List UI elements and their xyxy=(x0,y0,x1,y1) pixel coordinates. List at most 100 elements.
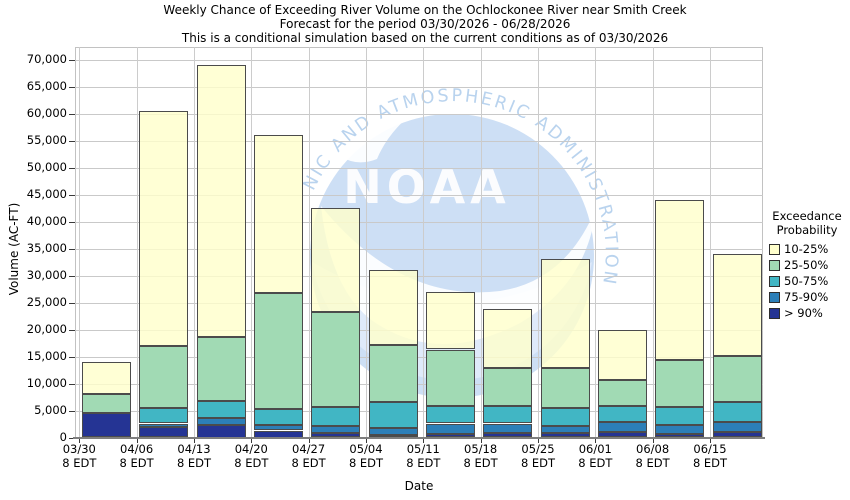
bar-segment-1025 xyxy=(253,135,303,294)
bar-segment-7590 xyxy=(368,428,418,435)
legend-swatch xyxy=(769,307,780,319)
bar-segment-7590 xyxy=(597,422,647,432)
x-axis-tick-label: 05/25 8 EDT xyxy=(509,442,567,470)
y-axis-tick-label: 60,000 xyxy=(26,106,67,120)
y-axis-tick-label: 0 xyxy=(59,430,67,444)
legend-swatch xyxy=(769,275,780,287)
x-axis-tick-label: 05/18 8 EDT xyxy=(452,442,510,470)
x-axis-tick-label: 06/15 8 EDT xyxy=(681,442,739,470)
x-tick-time: 8 EDT xyxy=(348,455,384,470)
x-tick-date: 05/18 xyxy=(464,442,498,456)
bar-segment-1025 xyxy=(81,361,131,395)
bar-segment-5075 xyxy=(139,407,189,424)
x-axis-tick-label: 06/01 8 EDT xyxy=(566,442,624,470)
x-tick-time: 8 EDT xyxy=(291,455,326,470)
x-tick-time: 8 EDT xyxy=(119,455,154,470)
legend: Exceedance Probability 10-25% 25-50% 50-75… xyxy=(764,209,850,321)
bar-segment-7590 xyxy=(253,424,303,431)
x-tick-time: 8 EDT xyxy=(463,455,498,470)
x-tick-time: 8 EDT xyxy=(520,455,556,470)
bar-segment-5075 xyxy=(196,401,246,418)
x-tick-date: 06/01 xyxy=(578,442,612,456)
x-axis-tick-label: 04/06 8 EDT xyxy=(108,442,166,470)
bar-segment-90 xyxy=(196,424,246,438)
gridline-vertical xyxy=(251,47,253,438)
chart-subtitle-period: Forecast for the period 03/30/2026 - 06/… xyxy=(279,17,571,31)
gridline-vertical xyxy=(423,47,425,438)
y-axis-tick xyxy=(69,356,75,358)
x-axis-tick xyxy=(595,439,597,443)
y-axis-tick-label: 35,000 xyxy=(26,241,67,255)
x-axis-tick xyxy=(79,439,81,443)
bar-segment-2550 xyxy=(540,368,590,408)
y-axis-tick xyxy=(69,86,75,88)
bar-segment-1025 xyxy=(655,199,705,360)
y-axis-tick-label: 25,000 xyxy=(26,295,67,309)
legend-title-line2: Probability xyxy=(776,222,838,237)
x-tick-time: 8 EDT xyxy=(234,455,269,470)
x-axis-tick-label: 05/04 8 EDT xyxy=(337,442,395,470)
legend-swatch xyxy=(769,243,780,255)
bar-segment-2550 xyxy=(196,337,246,402)
y-axis-tick xyxy=(69,59,75,61)
bar-segment-5075 xyxy=(597,405,647,423)
chart-title-block: Weekly Chance of Exceeding River Volume … xyxy=(0,3,850,45)
x-tick-time: 8 EDT xyxy=(62,455,97,470)
y-axis-tick-label: 70,000 xyxy=(26,52,67,66)
gridline-vertical xyxy=(480,47,482,438)
legend-entry-label: 10-25% xyxy=(784,242,829,256)
bar-segment-90 xyxy=(712,432,762,438)
y-axis-tick-label: 15,000 xyxy=(26,349,67,363)
bar-segment-7590 xyxy=(139,423,189,427)
y-axis-tick-label: 50,000 xyxy=(26,160,67,174)
bar-segment-2550 xyxy=(483,367,533,407)
legend-swatch xyxy=(769,259,780,271)
x-tick-time: 8 EDT xyxy=(578,455,613,470)
y-axis-tick-label: 10,000 xyxy=(26,376,67,390)
bar-segment-90 xyxy=(311,432,361,438)
x-axis-tick xyxy=(136,439,138,443)
bar-segment-90 xyxy=(425,434,475,438)
gridline-vertical xyxy=(595,47,597,438)
gridline-vertical xyxy=(652,47,654,438)
bar-segment-2550 xyxy=(712,356,762,403)
x-tick-date: 03/30 xyxy=(62,442,96,456)
y-axis-tick xyxy=(69,140,75,142)
gridline-vertical xyxy=(366,47,367,438)
bar-segment-1025 xyxy=(540,259,590,369)
x-tick-date: 04/20 xyxy=(234,442,268,456)
bar-segment-5075 xyxy=(540,407,590,426)
bar-segment-1025 xyxy=(139,110,189,346)
bar-segment-7590 xyxy=(196,418,246,425)
x-axis-tick-label: 05/11 8 EDT xyxy=(394,442,452,470)
bar-segment-7590 xyxy=(540,425,590,434)
bar-segment-5075 xyxy=(311,407,361,427)
legend-entry-label: 25-50% xyxy=(784,258,829,272)
x-tick-time: 8 EDT xyxy=(176,455,212,470)
y-axis-tick-label: 65,000 xyxy=(26,79,67,93)
bar-segment-7590 xyxy=(483,423,533,434)
bar-segment-2550 xyxy=(81,394,131,414)
x-tick-time: 8 EDT xyxy=(406,455,441,470)
bar-segment-7590 xyxy=(425,423,475,435)
y-axis-tick xyxy=(69,437,75,439)
bar-segment-7590 xyxy=(655,425,705,434)
x-tick-time: 8 EDT xyxy=(635,455,670,470)
y-axis-tick xyxy=(69,113,75,115)
x-axis-title: Date xyxy=(404,479,434,493)
x-axis-tick xyxy=(480,439,482,443)
x-tick-date: 05/25 xyxy=(521,442,555,456)
bar-segment-7590 xyxy=(712,422,762,433)
gridline-vertical xyxy=(308,47,310,438)
bar-segment-90 xyxy=(540,433,590,438)
gridline-horizontal xyxy=(75,59,763,61)
y-axis-tick-label: 40,000 xyxy=(26,214,67,228)
x-tick-date: 04/06 xyxy=(120,442,154,456)
x-axis-tick-label: 04/13 8 EDT xyxy=(165,442,223,470)
x-axis-line xyxy=(73,437,765,439)
gridline-vertical xyxy=(710,47,711,438)
x-axis-tick xyxy=(366,439,367,443)
y-axis-tick xyxy=(69,167,75,169)
bar-segment-2550 xyxy=(597,380,647,406)
